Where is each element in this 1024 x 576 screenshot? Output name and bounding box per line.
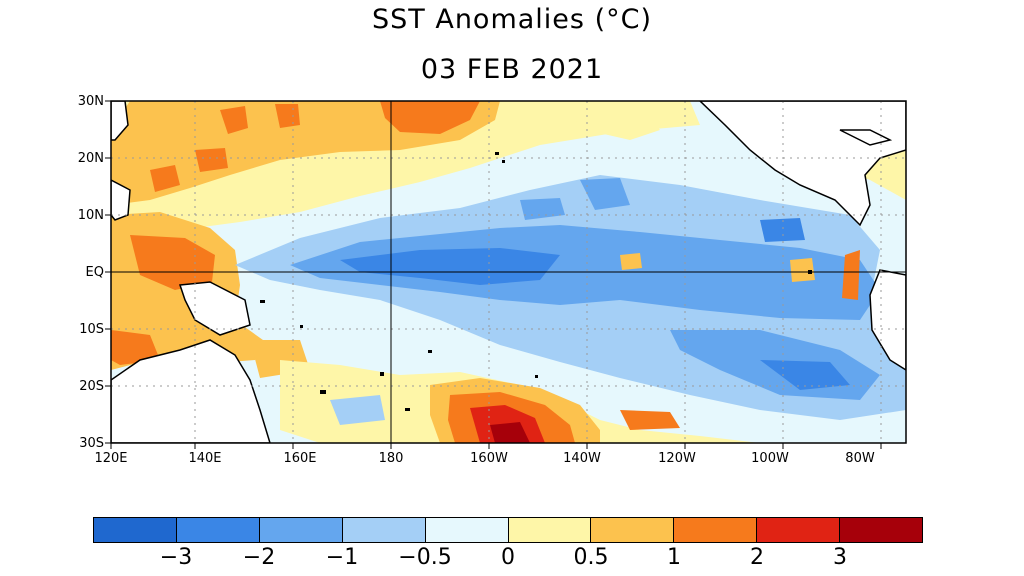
colorbar-label: 2 (750, 545, 764, 570)
south-warm-region (280, 360, 760, 443)
lon-label-140w: 140W (563, 451, 601, 466)
colorbar-swatch (840, 518, 923, 542)
colorbar-swatch (591, 518, 675, 542)
lon-label-80w: 80W (845, 451, 875, 466)
lon-label-120e: 120E (94, 451, 128, 466)
map-grid (111, 101, 906, 443)
lon-label-100w: 100W (751, 451, 789, 466)
colorbar-label: −1 (325, 545, 359, 570)
map-date: 03 FEB 2021 (420, 54, 604, 85)
lon-label-140e: 140E (188, 451, 222, 466)
lat-label-10s: 10S (79, 322, 104, 337)
colorbar-swatch (757, 518, 841, 542)
land-masses (111, 101, 906, 443)
lon-label-160w: 160W (470, 451, 508, 466)
colorbar-label: 0 (501, 545, 515, 570)
lat-label-30n: 30N (77, 94, 104, 109)
colorbar (93, 517, 923, 543)
north-warm-region (111, 101, 700, 236)
colorbar-label: 1 (667, 545, 681, 570)
colorbar-swatch (508, 518, 592, 542)
colorbar-label: 3 (833, 545, 847, 570)
colorbar-swatch (94, 518, 177, 542)
colorbar-label: −2 (242, 545, 276, 570)
lon-label-160e: 160E (283, 451, 317, 466)
lat-label-10n: 10N (77, 208, 104, 223)
colorbar-label: −0.5 (398, 545, 452, 570)
lat-label-20n: 20N (77, 151, 104, 166)
lat-label-30s: 30S (79, 436, 104, 451)
lat-label-20s: 20S (79, 379, 104, 394)
colorbar-label: −3 (159, 545, 193, 570)
lon-label-120w: 120W (658, 451, 696, 466)
lon-label-180: 180 (378, 451, 404, 466)
colorbar-swatch (674, 518, 758, 542)
axis-ticks (105, 100, 882, 449)
map-title: SST Anomalies (°C) (372, 4, 652, 35)
colorbar-label: 0.5 (573, 545, 609, 570)
lat-label-eq: EQ (85, 265, 104, 280)
colorbar-swatch (342, 518, 426, 542)
colorbar-swatch (176, 518, 260, 542)
colorbar-swatch (259, 518, 343, 542)
colorbar-swatch (425, 518, 509, 542)
